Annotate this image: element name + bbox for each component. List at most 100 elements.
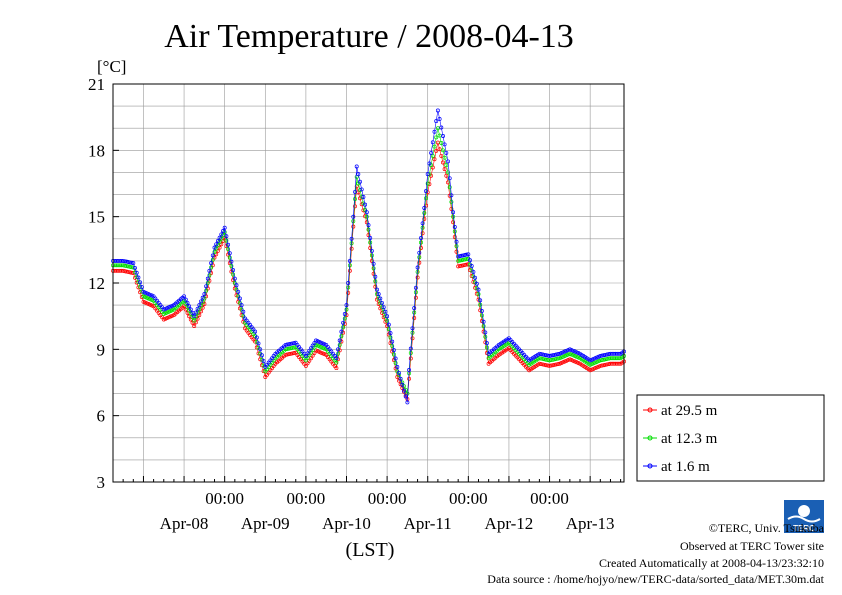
x-date-label: Apr-08 [160, 514, 209, 533]
data-point [390, 339, 395, 344]
data-point [361, 195, 366, 199]
data-point [441, 148, 445, 153]
x-date-label: Apr-11 [404, 514, 452, 533]
y-tick-label: 21 [88, 75, 105, 94]
data-point [442, 142, 447, 147]
logo-text: TERC [793, 524, 815, 533]
data-point [547, 354, 552, 358]
data-point [341, 325, 346, 330]
x-date-label: Apr-09 [241, 514, 290, 533]
data-point [420, 225, 425, 230]
data-point [234, 283, 239, 288]
created-note: Created Automatically at 2008-04-13/23:3… [599, 556, 824, 570]
data-point [405, 400, 410, 405]
data-point [552, 352, 557, 357]
data-point [407, 368, 412, 372]
data-point [386, 327, 391, 332]
data-point [124, 264, 129, 268]
data-point [454, 239, 459, 244]
data-point [556, 352, 560, 357]
data-point [550, 357, 555, 362]
data-point [598, 354, 603, 358]
data-point [292, 345, 296, 350]
data-point [258, 347, 263, 352]
data-point [224, 238, 229, 243]
logo-wave-icon [787, 515, 821, 523]
data-point [478, 298, 483, 303]
data-point [227, 251, 232, 256]
legend-swatch-marker [647, 407, 653, 413]
data-point [126, 269, 131, 274]
data-point [454, 249, 459, 254]
data-point [256, 341, 261, 346]
data-point [408, 346, 413, 351]
data-point [388, 331, 393, 336]
data-point [408, 356, 413, 361]
observed-note: Observed at TERC Tower site [680, 539, 824, 553]
data-point [378, 296, 383, 301]
data-point [205, 276, 210, 281]
data-point [449, 199, 454, 204]
data-point [474, 281, 479, 286]
data-point [405, 391, 410, 396]
data-point [202, 292, 207, 297]
data-point [222, 225, 227, 230]
series-layer [111, 108, 626, 405]
data-point [435, 108, 440, 113]
data-point [353, 204, 357, 209]
data-point [363, 202, 368, 207]
data-point [204, 288, 209, 293]
data-point [199, 299, 203, 304]
data-point [464, 252, 469, 257]
x-tick-label: 00:00 [205, 489, 244, 508]
data-point [476, 287, 481, 292]
data-point [484, 345, 489, 350]
data-point [369, 253, 374, 258]
data-point [221, 229, 225, 233]
data-point [226, 242, 231, 247]
data-point [412, 306, 417, 311]
data-point [479, 313, 484, 318]
copyright: ©TERC, Univ. Tsukuba [709, 521, 825, 535]
data-point [434, 135, 439, 140]
data-point [424, 189, 428, 194]
data-point [344, 303, 349, 308]
data-point [430, 153, 435, 158]
data-point [134, 270, 139, 275]
data-point [425, 172, 430, 177]
data-point [253, 329, 258, 334]
data-point [446, 170, 450, 175]
data-point [124, 259, 129, 264]
data-point [205, 281, 210, 285]
data-point [209, 261, 214, 266]
data-point [342, 312, 347, 316]
data-point [126, 264, 131, 269]
data-point [231, 272, 236, 277]
data-point [215, 239, 220, 243]
data-point [473, 275, 478, 280]
data-point [237, 296, 242, 301]
data-point [214, 242, 219, 247]
data-point [305, 351, 310, 356]
data-point [261, 359, 266, 364]
data-point [212, 250, 217, 254]
data-point [540, 356, 545, 361]
data-point [292, 341, 296, 346]
data-point [603, 357, 608, 362]
x-date-label: Apr-10 [322, 514, 371, 533]
x-tick-label: 00:00 [368, 489, 407, 508]
data-point [227, 255, 232, 260]
data-point [193, 310, 198, 315]
data-point [483, 334, 488, 339]
data-point [381, 305, 386, 310]
data-point [373, 274, 378, 279]
data-point [368, 236, 373, 240]
data-point [413, 295, 418, 300]
data-point [616, 356, 621, 361]
y-tick-label: 15 [88, 208, 105, 227]
data-point [356, 172, 361, 177]
data-point [337, 342, 342, 347]
data-point [483, 330, 488, 335]
legend-label: at 12.3 m [661, 431, 718, 447]
data-point [231, 268, 236, 273]
